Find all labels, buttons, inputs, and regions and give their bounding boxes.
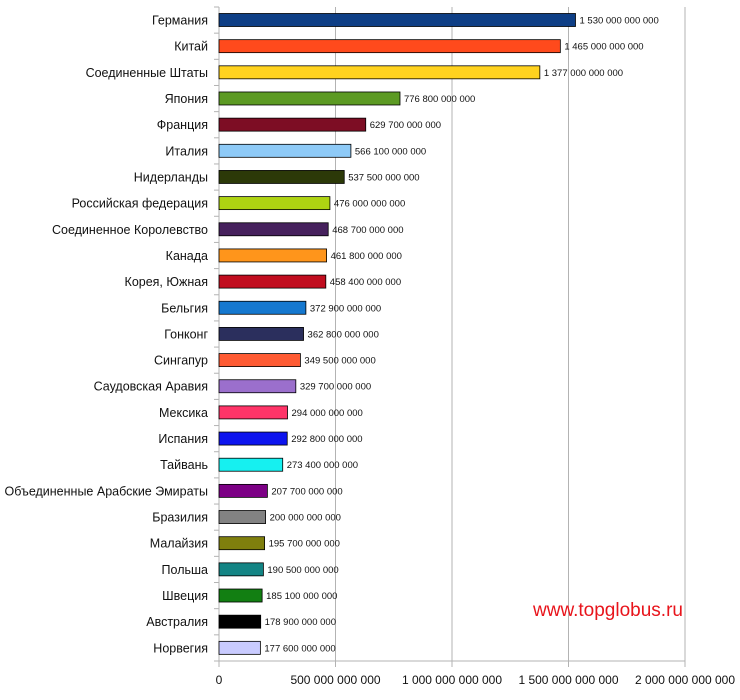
x-tick-label: 500 000 000 000: [290, 673, 380, 687]
bar: [218, 614, 262, 629]
data-label: 292 800 000 000: [291, 434, 362, 445]
category-label: Германия: [152, 14, 208, 28]
bar: [218, 143, 352, 158]
bar: [218, 13, 576, 27]
category-label: Соединенные Штаты: [86, 66, 208, 80]
data-label: 178 900 000 000: [265, 617, 336, 628]
data-label: 1 465 000 000 000: [564, 42, 643, 53]
category-label: Малайзия: [150, 537, 208, 551]
category-label: Польша: [162, 563, 208, 577]
category-label: Канада: [166, 249, 208, 263]
bar: [218, 117, 367, 132]
data-label: 1 530 000 000 000: [579, 16, 658, 27]
bar: [218, 510, 266, 524]
category-label: Объединенные Арабские Эмираты: [5, 484, 208, 498]
data-label: 349 500 000 000: [304, 356, 375, 367]
bar: [218, 562, 264, 577]
category-label: Корея, Южная: [125, 275, 208, 289]
category-label: Мексика: [159, 406, 208, 420]
bar: [218, 91, 401, 106]
data-label: 200 000 000 000: [270, 513, 341, 524]
category-label: Австралия: [146, 615, 208, 629]
category-label: Гонконг: [164, 327, 208, 341]
category-label: Соединенное Королевство: [52, 223, 208, 237]
bar: [218, 274, 327, 289]
data-label: 177 600 000 000: [264, 643, 335, 654]
category-label: Нидерланды: [134, 170, 208, 184]
bar: [218, 39, 561, 54]
data-label: 273 400 000 000: [287, 460, 358, 471]
data-label: 566 100 000 000: [355, 146, 426, 157]
bar: [218, 640, 261, 655]
data-label: 329 700 000 000: [300, 382, 371, 393]
data-label: 537 500 000 000: [348, 172, 419, 183]
bar: [218, 457, 284, 472]
category-label: Тайвань: [160, 458, 208, 472]
data-label: 629 700 000 000: [370, 120, 441, 131]
data-label: 458 400 000 000: [330, 277, 401, 288]
category-label: Российская федерация: [72, 197, 208, 211]
data-label: 190 500 000 000: [267, 565, 338, 576]
category-label: Саудовская Аравия: [94, 380, 208, 394]
bar: [218, 300, 307, 315]
data-label: 362 800 000 000: [308, 329, 379, 340]
data-label: 468 700 000 000: [332, 225, 403, 236]
category-label: Япония: [165, 92, 208, 106]
bar: [218, 483, 268, 498]
bar: [218, 431, 288, 446]
data-label: 372 900 000 000: [310, 303, 381, 314]
data-label: 195 700 000 000: [269, 539, 340, 550]
watermark-text: www.topglobus.ru: [533, 600, 683, 621]
bar: [218, 222, 329, 237]
category-label: Швеция: [162, 589, 208, 603]
category-label: Бельгия: [161, 301, 208, 315]
x-tick-label: 1 500 000 000 000: [518, 673, 618, 687]
category-label: Сингапур: [154, 354, 208, 368]
x-tick-label: 0: [216, 673, 223, 687]
data-label: 776 800 000 000: [404, 94, 475, 105]
data-label: 1 377 000 000 000: [544, 68, 623, 79]
bar: [218, 379, 297, 394]
category-label: Франция: [157, 118, 208, 132]
data-label: 185 100 000 000: [266, 591, 337, 602]
data-label: 476 000 000 000: [334, 199, 405, 210]
category-label: Китай: [174, 40, 208, 54]
bar: [218, 353, 301, 367]
bar: [218, 536, 265, 551]
data-label: 461 800 000 000: [331, 251, 402, 262]
bar: [218, 248, 327, 263]
bar: [218, 196, 331, 211]
x-tick-label: 2 000 000 000 000: [635, 673, 735, 687]
bar: [218, 405, 288, 420]
bar: [218, 327, 304, 341]
category-label: Норвегия: [153, 641, 208, 655]
category-label: Испания: [158, 432, 208, 446]
data-label: 207 700 000 000: [271, 486, 342, 497]
data-label: 294 000 000 000: [292, 408, 363, 419]
x-tick-label: 1 000 000 000 000: [402, 673, 502, 687]
bar: [218, 588, 263, 603]
bar: [218, 65, 541, 80]
category-label: Бразилия: [152, 511, 208, 525]
category-label: Италия: [165, 144, 208, 158]
bar: [218, 170, 345, 184]
